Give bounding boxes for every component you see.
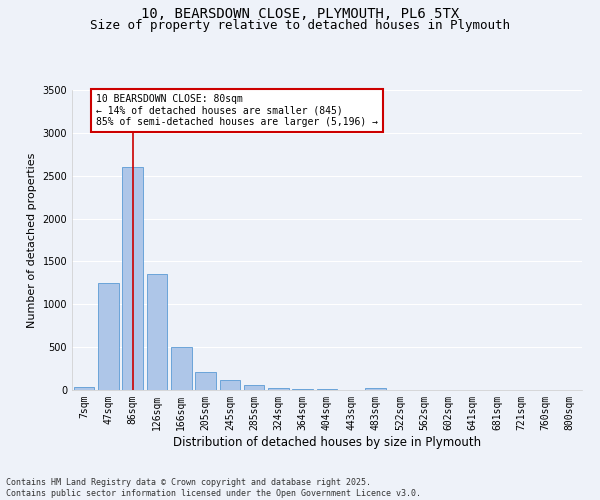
Text: 10 BEARSDOWN CLOSE: 80sqm
← 14% of detached houses are smaller (845)
85% of semi: 10 BEARSDOWN CLOSE: 80sqm ← 14% of detac… [96, 94, 378, 128]
X-axis label: Distribution of detached houses by size in Plymouth: Distribution of detached houses by size … [173, 436, 481, 448]
Bar [365, 388, 386, 390]
Text: Contains HM Land Registry data © Crown copyright and database right 2025.
Contai: Contains HM Land Registry data © Crown c… [6, 478, 421, 498]
Bar [244, 386, 265, 390]
Y-axis label: Number of detached properties: Number of detached properties [27, 152, 37, 328]
Bar [122, 167, 143, 390]
Bar [74, 386, 94, 390]
Bar [98, 283, 119, 390]
Bar [220, 380, 240, 390]
Text: Size of property relative to detached houses in Plymouth: Size of property relative to detached ho… [90, 18, 510, 32]
Text: 10, BEARSDOWN CLOSE, PLYMOUTH, PL6 5TX: 10, BEARSDOWN CLOSE, PLYMOUTH, PL6 5TX [141, 8, 459, 22]
Bar [146, 274, 167, 390]
Bar [292, 388, 313, 390]
Bar [268, 388, 289, 390]
Bar [317, 389, 337, 390]
Bar [171, 347, 191, 390]
Bar [195, 372, 216, 390]
